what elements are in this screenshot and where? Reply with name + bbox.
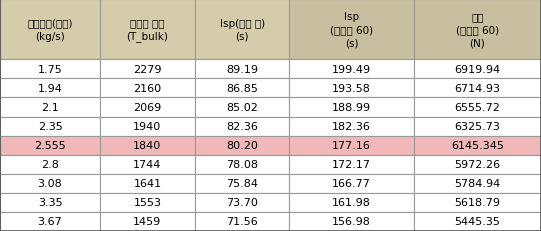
Text: 156.98: 156.98 [332, 216, 371, 226]
Text: 5972.26: 5972.26 [454, 160, 500, 170]
Bar [289, 117, 414, 136]
Bar [0, 60, 100, 79]
Bar [414, 155, 541, 174]
Bar [100, 98, 195, 117]
Bar [100, 136, 195, 155]
Text: 2.1: 2.1 [41, 103, 59, 112]
Text: 1940: 1940 [133, 122, 162, 131]
Text: 85.02: 85.02 [226, 103, 258, 112]
Text: 6919.94: 6919.94 [454, 65, 500, 75]
Bar [100, 117, 195, 136]
Text: 2.8: 2.8 [41, 160, 59, 170]
Bar [414, 174, 541, 193]
Bar [289, 193, 414, 212]
Text: 6555.72: 6555.72 [454, 103, 500, 112]
Bar [289, 79, 414, 98]
Text: 73.70: 73.70 [226, 198, 258, 207]
Bar [195, 193, 289, 212]
Bar [195, 136, 289, 155]
Bar [195, 79, 289, 98]
Text: 질소유량(액체)
(kg/s): 질소유량(액체) (kg/s) [27, 18, 73, 42]
Text: 1744: 1744 [133, 160, 162, 170]
Text: 5618.79: 5618.79 [454, 198, 500, 207]
Text: 82.36: 82.36 [226, 122, 258, 131]
Text: 추력
(팽창비 60)
(N): 추력 (팽창비 60) (N) [456, 12, 499, 48]
Bar [0, 136, 100, 155]
Bar [0, 174, 100, 193]
Bar [100, 0, 195, 60]
Text: 177.16: 177.16 [332, 140, 371, 151]
Text: 71.56: 71.56 [226, 216, 258, 226]
Bar [414, 136, 541, 155]
Bar [414, 98, 541, 117]
Text: 5784.94: 5784.94 [454, 179, 500, 188]
Bar [0, 193, 100, 212]
Bar [100, 174, 195, 193]
Bar [0, 155, 100, 174]
Text: 2069: 2069 [133, 103, 162, 112]
Text: 1.94: 1.94 [38, 84, 62, 94]
Bar [100, 60, 195, 79]
Bar [414, 60, 541, 79]
Bar [289, 155, 414, 174]
Bar [100, 212, 195, 231]
Text: 172.17: 172.17 [332, 160, 371, 170]
Bar [195, 174, 289, 193]
Text: 1840: 1840 [133, 140, 162, 151]
Bar [289, 98, 414, 117]
Text: 연소실 온도
(T_bulk): 연소실 온도 (T_bulk) [127, 18, 168, 42]
Text: 3.67: 3.67 [38, 216, 62, 226]
Text: 2.35: 2.35 [38, 122, 62, 131]
Text: 1459: 1459 [133, 216, 162, 226]
Text: 1.75: 1.75 [38, 65, 62, 75]
Text: 2.555: 2.555 [34, 140, 66, 151]
Text: 182.36: 182.36 [332, 122, 371, 131]
Text: 6325.73: 6325.73 [454, 122, 500, 131]
Bar [289, 136, 414, 155]
Text: 6714.93: 6714.93 [454, 84, 500, 94]
Bar [0, 117, 100, 136]
Text: 193.58: 193.58 [332, 84, 371, 94]
Bar [100, 155, 195, 174]
Text: 2279: 2279 [133, 65, 162, 75]
Bar [289, 174, 414, 193]
Bar [100, 193, 195, 212]
Text: Isp
(팽창비 60)
(s): Isp (팽창비 60) (s) [330, 12, 373, 48]
Text: 3.35: 3.35 [38, 198, 62, 207]
Text: 1641: 1641 [134, 179, 161, 188]
Text: 78.08: 78.08 [226, 160, 258, 170]
Bar [195, 98, 289, 117]
Text: 199.49: 199.49 [332, 65, 371, 75]
Text: 5445.35: 5445.35 [454, 216, 500, 226]
Text: 6145.345: 6145.345 [451, 140, 504, 151]
Text: Isp(노즐 목)
(s): Isp(노즐 목) (s) [220, 18, 265, 42]
Text: 166.77: 166.77 [332, 179, 371, 188]
Bar [289, 60, 414, 79]
Bar [414, 193, 541, 212]
Bar [289, 0, 414, 60]
Text: 80.20: 80.20 [226, 140, 258, 151]
Text: 188.99: 188.99 [332, 103, 371, 112]
Bar [0, 212, 100, 231]
Text: 1553: 1553 [134, 198, 161, 207]
Bar [195, 0, 289, 60]
Bar [414, 0, 541, 60]
Bar [0, 0, 100, 60]
Bar [195, 117, 289, 136]
Text: 161.98: 161.98 [332, 198, 371, 207]
Bar [0, 79, 100, 98]
Bar [195, 60, 289, 79]
Text: 86.85: 86.85 [226, 84, 258, 94]
Bar [414, 79, 541, 98]
Bar [195, 212, 289, 231]
Text: 75.84: 75.84 [226, 179, 258, 188]
Bar [289, 212, 414, 231]
Bar [0, 98, 100, 117]
Text: 3.08: 3.08 [38, 179, 62, 188]
Bar [100, 79, 195, 98]
Bar [414, 117, 541, 136]
Bar [195, 155, 289, 174]
Text: 2160: 2160 [134, 84, 161, 94]
Bar [414, 212, 541, 231]
Text: 89.19: 89.19 [226, 65, 258, 75]
